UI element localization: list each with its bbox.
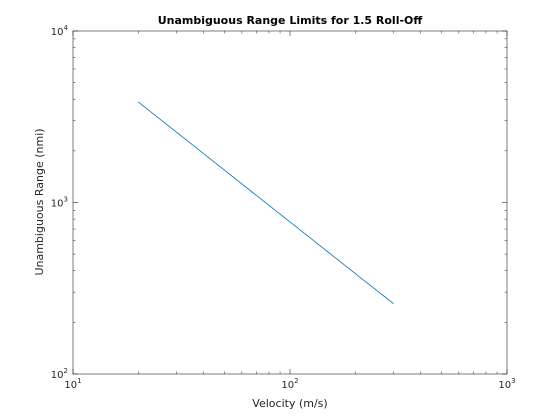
x-axis-label: Velocity (m/s)	[252, 397, 327, 410]
x-tick-label: 101	[64, 377, 81, 391]
plot-area	[72, 30, 508, 375]
minor-ticks	[73, 31, 507, 374]
x-tick-label: 103	[498, 377, 515, 391]
major-ticks	[72, 30, 508, 375]
series-line	[138, 101, 394, 305]
y-tick-label: 102	[51, 367, 68, 381]
y-tick-label: 104	[51, 24, 69, 38]
x-tick-label: 102	[281, 377, 298, 391]
chart-title: Unambiguous Range Limits for 1.5 Roll-Of…	[158, 14, 423, 27]
y-axis-label: Unambiguous Range (nmi)	[33, 128, 46, 275]
series-layer	[138, 101, 394, 305]
y-tick-label: 103	[51, 196, 68, 210]
